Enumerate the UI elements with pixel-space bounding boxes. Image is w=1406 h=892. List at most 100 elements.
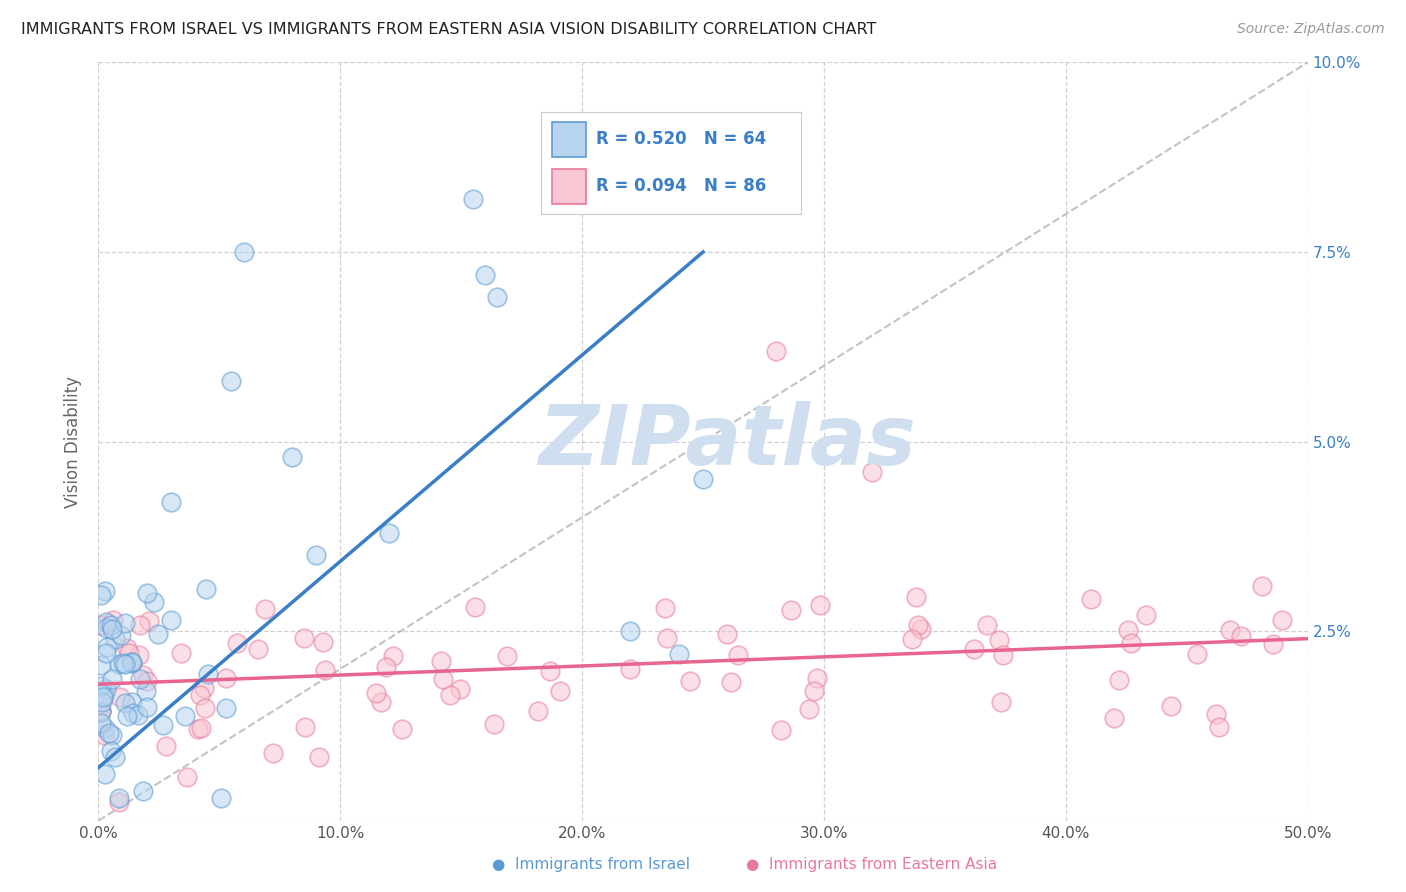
Point [100,744,122,758]
Point [987,633,1010,648]
Text: IMMIGRANTS FROM ISRAEL VS IMMIGRANTS FROM EASTERN ASIA VISION DISABILITY CORRELA: IMMIGRANTS FROM ISRAEL VS IMMIGRANTS FRO… [21,22,876,37]
Point [808,599,831,613]
Point [152,718,174,732]
Point [370,694,392,708]
Point [779,602,801,616]
Point [93,721,115,735]
Point [114,616,136,631]
Point [806,671,828,685]
Point [195,582,218,597]
Point [1135,608,1157,623]
Point [90,679,112,693]
Point [654,601,676,615]
Point [1108,673,1130,688]
Point [1119,636,1142,650]
Point [135,699,157,714]
Point [976,618,998,632]
Point [174,708,197,723]
Point [377,525,399,540]
Point [94,583,117,598]
Point [121,655,143,669]
Point [90,716,112,731]
Point [375,660,398,674]
Point [176,770,198,784]
Point [527,704,550,718]
Point [94,615,117,629]
Point [115,709,138,723]
Text: Source: ZipAtlas.com: Source: ZipAtlas.com [1237,22,1385,37]
Point [115,640,138,655]
Text: R = 0.094   N = 86: R = 0.094 N = 86 [596,178,766,195]
Point [1116,624,1139,638]
Point [170,646,193,660]
Point [450,681,472,696]
Point [194,701,217,715]
Point [112,656,135,670]
Point [668,647,690,661]
Point [439,688,461,702]
Point [104,632,127,647]
Point [135,684,157,698]
Point [963,641,986,656]
Point [132,667,155,681]
Point [294,720,316,734]
Point [1250,580,1272,594]
Point [538,664,561,678]
Point [910,622,932,636]
Point [247,642,270,657]
Point [1219,623,1241,637]
Point [292,631,315,645]
Point [464,600,486,615]
Point [214,700,236,714]
Text: R = 0.520   N = 64: R = 0.520 N = 64 [596,130,766,148]
Point [391,722,413,736]
Point [692,473,714,487]
Point [90,618,112,632]
Point [679,673,702,688]
Point [382,648,405,663]
Point [108,795,131,809]
Point [90,705,112,719]
Point [94,621,117,635]
Point [484,717,506,731]
Point [253,601,276,615]
Point [143,595,166,609]
Point [619,662,641,676]
Point [463,192,485,206]
Point [90,705,112,719]
Point [129,672,152,686]
Point [1208,720,1230,734]
Point [1187,647,1209,661]
Point [96,681,118,696]
Point [765,343,787,358]
Point [901,632,924,647]
Point [90,657,112,672]
Point [128,618,150,632]
Point [114,696,136,710]
Point [432,672,454,686]
Point [135,586,157,600]
Text: ●  Immigrants from Eastern Asia: ● Immigrants from Eastern Asia [747,857,997,872]
Point [197,666,219,681]
Point [209,791,232,805]
Point [148,627,170,641]
Point [232,244,254,259]
Point [1205,706,1227,721]
Point [98,726,121,740]
Point [799,702,821,716]
Point [132,784,155,798]
Point [495,648,517,663]
Point [1271,614,1294,628]
Point [118,647,141,661]
Point [657,632,679,646]
Point [120,655,142,669]
Point [91,690,114,705]
Point [430,654,453,668]
Bar [551,169,585,204]
Point [314,663,336,677]
Point [101,613,124,627]
Point [108,657,131,671]
Point [93,767,115,781]
Point [91,695,114,709]
Point [101,622,124,636]
